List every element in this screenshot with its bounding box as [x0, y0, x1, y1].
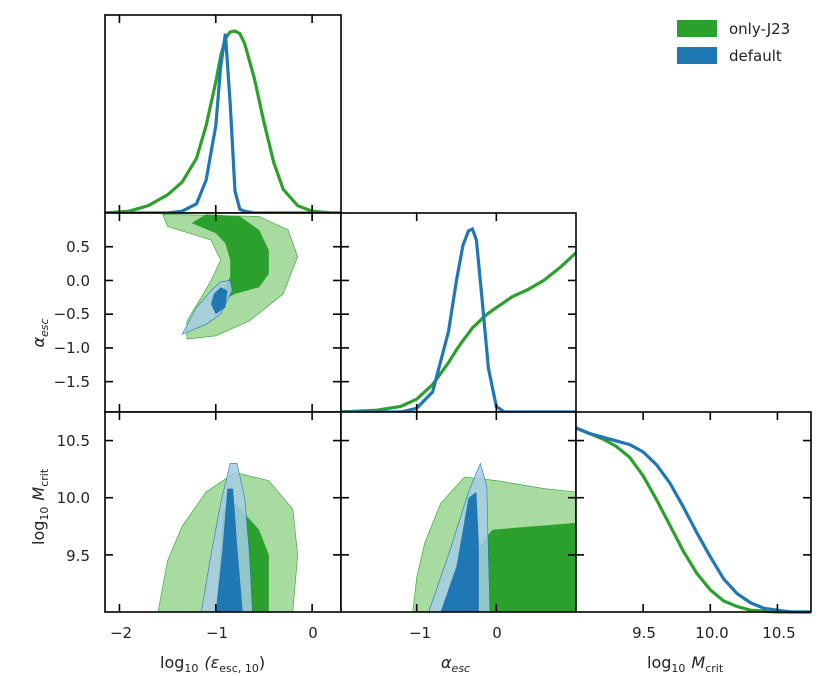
panel-alpha-marginal	[340, 212, 578, 414]
mcrit-y-tick-labels: 10.5 10.0 9.5	[57, 432, 90, 565]
mcrit-y-tick-label: 9.5	[66, 547, 90, 565]
alpha-mcrit-default-inner	[440, 492, 479, 612]
panel-eps-mcrit	[104, 411, 342, 613]
eps-alpha-default-inner	[211, 287, 228, 315]
alpha-y-tick-label: 0.0	[66, 272, 90, 290]
legend-label-only-j23: only-J23	[729, 20, 790, 38]
mcrit-x-tick-label: 10.5	[762, 624, 795, 642]
mcrit-x-tick-labels: 9.5 10.0 10.5	[632, 624, 796, 642]
legend-label-default: default	[729, 47, 782, 65]
mcrit-y-axis-label: log10Mcrit	[29, 468, 51, 545]
mcrit-y-tick-label: 10.0	[57, 489, 90, 507]
legend-swatch-default	[677, 47, 717, 64]
alpha-y-tick-label: 0.5	[66, 238, 90, 256]
mcrit-x-tick-label: 9.5	[632, 624, 656, 642]
panel-alpha-mcrit	[340, 411, 577, 613]
alpha-x-tick-label: 0	[492, 624, 502, 642]
eps-x-tick-label: 0	[308, 624, 318, 642]
eps-marginal-only-j23	[104, 29, 341, 215]
eps-mcrit-default-inner	[215, 488, 243, 612]
panel-eps-marginal	[104, 14, 342, 215]
eps-x-axis-label: log10 (εesc, 10)	[160, 653, 265, 675]
alpha-marginal-only-j23	[340, 251, 578, 414]
alpha-y-tick-labels: 0.5 0.0 −0.5 −1.0 −1.5	[54, 238, 90, 391]
eps-x-tick-label: −1	[206, 624, 228, 642]
eps-alpha-only-j23-inner	[191, 214, 269, 305]
mcrit-x-axis-label: log10 Mcrit	[647, 653, 724, 675]
legend: only-J23 default	[677, 20, 790, 65]
mcrit-x-tick-label: 10.0	[695, 624, 728, 642]
alpha-x-tick-label: −1	[409, 624, 431, 642]
tick-marks	[105, 15, 811, 612]
alpha-y-axis-label: αesc	[29, 318, 51, 347]
alpha-y-tick-label: −1.5	[54, 373, 90, 391]
panel-eps-alpha	[104, 212, 342, 413]
alpha-y-tick-label: −1.0	[54, 339, 90, 357]
mcrit-marginal-default	[575, 426, 811, 614]
alpha-x-tick-labels: −1 0	[409, 624, 502, 642]
eps-x-tick-labels: −2 −1 0	[110, 624, 318, 642]
eps-x-tick-label: −2	[110, 624, 132, 642]
mcrit-y-tick-label: 10.5	[57, 432, 90, 450]
legend-swatch-only-j23	[677, 20, 717, 37]
alpha-x-axis-label: αesc	[441, 653, 470, 675]
alpha-y-tick-label: −0.5	[54, 305, 90, 323]
panel-mcrit-marginal	[575, 411, 812, 614]
